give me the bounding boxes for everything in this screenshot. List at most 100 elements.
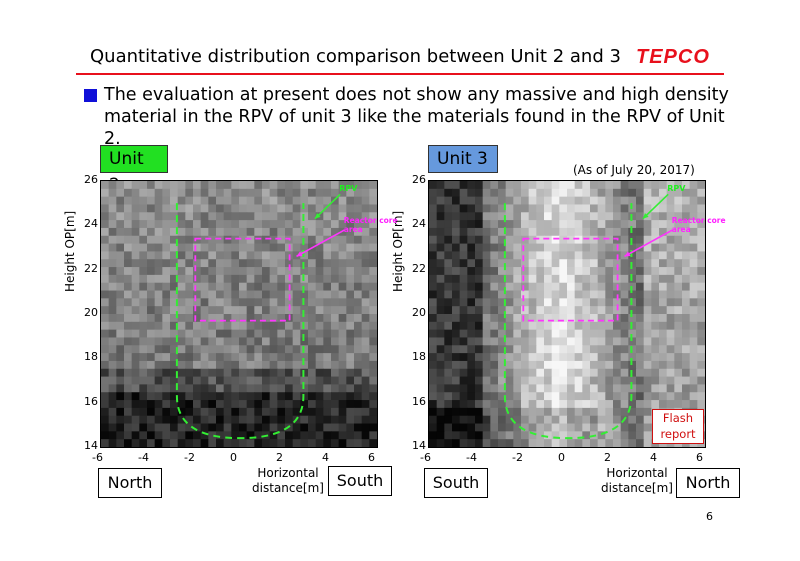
heatmap-cell xyxy=(323,282,332,292)
heatmap-cell xyxy=(108,353,117,362)
heatmap-cell xyxy=(223,329,232,339)
heatmap-cell xyxy=(498,321,507,331)
heatmap-cell xyxy=(605,227,614,237)
heatmap-cell xyxy=(177,251,186,260)
heatmap-cell xyxy=(292,321,301,331)
heatmap-cell xyxy=(308,376,317,386)
heatmap-cell xyxy=(582,235,591,245)
heatmap-cell xyxy=(262,204,271,213)
heatmap-cell xyxy=(338,321,347,331)
heatmap-cell xyxy=(354,337,363,346)
heatmap-cell xyxy=(154,204,163,213)
heatmap-cell xyxy=(551,220,560,229)
heatmap-cell xyxy=(666,337,675,346)
x-tick-label: 2 xyxy=(604,451,611,464)
heatmap-cell xyxy=(559,282,568,292)
heatmap-cell xyxy=(193,384,202,393)
heatmap-cell xyxy=(154,290,163,299)
heatmap-cell xyxy=(643,188,652,198)
heatmap-cell xyxy=(154,384,163,393)
heatmap-cell xyxy=(551,439,560,447)
unit2-y-axis-label: Height OP[m] xyxy=(63,210,77,292)
heatmap-cell xyxy=(193,423,202,432)
heatmap-cell xyxy=(567,329,576,339)
heatmap-cell xyxy=(193,259,202,268)
heatmap-cell xyxy=(154,337,163,346)
heatmap-cell xyxy=(674,235,683,245)
heatmap-cell xyxy=(666,251,675,260)
heatmap-cell xyxy=(659,204,668,213)
heatmap-cell xyxy=(124,259,133,268)
heatmap-cell xyxy=(131,220,140,229)
heatmap-cell xyxy=(544,360,553,370)
heatmap-cell xyxy=(475,407,484,417)
heatmap-cell xyxy=(338,329,347,339)
heatmap-cell xyxy=(277,274,286,284)
heatmap-cell xyxy=(613,368,622,378)
heatmap-cell xyxy=(551,235,560,245)
heatmap-cell xyxy=(208,439,217,447)
heatmap-cell xyxy=(116,337,125,346)
heatmap-cell xyxy=(643,267,652,276)
heatmap-cell xyxy=(490,329,499,339)
heatmap-cell xyxy=(300,274,309,284)
heatmap-cell xyxy=(124,196,133,206)
heatmap-cell xyxy=(277,267,286,276)
heatmap-cell xyxy=(505,212,514,221)
heatmap-cell xyxy=(628,439,637,447)
heatmap-cell xyxy=(185,353,194,362)
heatmap-cell xyxy=(185,227,194,237)
heatmap-cell xyxy=(628,196,637,206)
heatmap-cell xyxy=(277,282,286,292)
heatmap-cell xyxy=(544,423,553,432)
heatmap-cell xyxy=(200,181,209,190)
heatmap-cell xyxy=(651,321,660,331)
heatmap-cell xyxy=(582,407,591,417)
heatmap-cell xyxy=(108,329,117,339)
heatmap-cell xyxy=(459,431,468,440)
x-tick-label: 0 xyxy=(558,451,565,464)
heatmap-cell xyxy=(369,400,377,409)
heatmap-cell xyxy=(315,259,324,268)
heatmap-cell xyxy=(154,227,163,237)
heatmap-cell xyxy=(200,400,209,409)
heatmap-cell xyxy=(643,384,652,393)
heatmap-cell xyxy=(124,181,133,190)
heatmap-cell xyxy=(475,243,484,253)
heatmap-cell xyxy=(331,439,340,447)
heatmap-cell xyxy=(697,181,705,190)
heatmap-cell xyxy=(567,345,576,354)
heatmap-cell xyxy=(643,251,652,260)
heatmap-cell xyxy=(536,243,545,253)
heatmap-cell xyxy=(308,439,317,447)
heatmap-cell xyxy=(544,243,553,253)
heatmap-cell xyxy=(605,235,614,245)
heatmap-cell xyxy=(354,282,363,292)
heatmap-cell xyxy=(369,423,377,432)
heatmap-cell xyxy=(170,251,179,260)
heatmap-cell xyxy=(354,353,363,362)
heatmap-cell xyxy=(292,337,301,346)
heatmap-cell xyxy=(354,329,363,339)
heatmap-cell xyxy=(323,181,332,190)
heatmap-cell xyxy=(285,368,294,378)
heatmap-cell xyxy=(315,235,324,245)
heatmap-cell xyxy=(131,314,140,323)
heatmap-cell xyxy=(467,298,476,307)
heatmap-cell xyxy=(116,415,125,425)
heatmap-cell xyxy=(505,314,514,323)
heatmap-cell xyxy=(467,251,476,260)
heatmap-cell xyxy=(582,431,591,440)
heatmap-cell xyxy=(315,423,324,432)
reactor-core-outline xyxy=(522,237,619,322)
heatmap-cell xyxy=(659,282,668,292)
heatmap-cell xyxy=(436,314,445,323)
heatmap-cell xyxy=(475,306,484,315)
heatmap-cell xyxy=(331,227,340,237)
heatmap-cell xyxy=(315,329,324,339)
heatmap-cell xyxy=(429,220,438,229)
heatmap-cell xyxy=(452,407,461,417)
heatmap-cell xyxy=(254,235,263,245)
heatmap-cell xyxy=(689,220,698,229)
heatmap-cell xyxy=(505,407,514,417)
